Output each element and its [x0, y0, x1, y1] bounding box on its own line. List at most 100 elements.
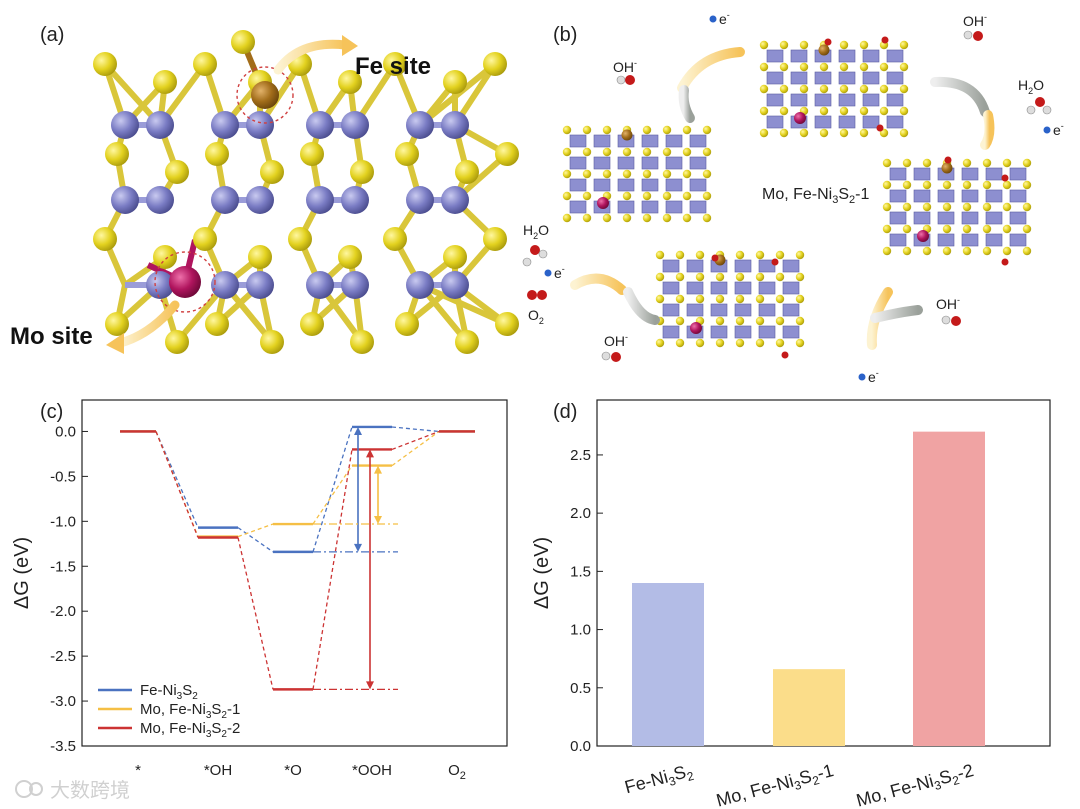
svg-text:H2O: H2O [1018, 77, 1044, 96]
c-ytick-label: -3.5 [50, 738, 76, 755]
adsorbate-o [876, 124, 884, 132]
s-atom [1002, 180, 1012, 190]
arrow-head [366, 449, 374, 458]
s-atom [755, 338, 765, 348]
s-atom [775, 294, 785, 304]
s-atom [879, 84, 889, 94]
adsorbate-o [771, 258, 779, 266]
s-atom [655, 294, 665, 304]
s-atom [702, 169, 712, 179]
fe-site-arrow-head [342, 35, 358, 56]
s-atom [622, 191, 632, 201]
s-atom [799, 128, 809, 138]
s-atom [715, 294, 725, 304]
ni-unit [1009, 233, 1027, 247]
ni-unit [734, 325, 752, 339]
adsorbate-o [1001, 258, 1009, 266]
ni-unit [662, 303, 680, 317]
ni-unit [985, 211, 1003, 225]
ni-unit [814, 71, 832, 85]
ni-unit [662, 281, 680, 295]
s-atom [799, 84, 809, 94]
s-atom [702, 191, 712, 201]
ni-unit [569, 178, 587, 192]
ni-unit [937, 233, 955, 247]
bar [913, 431, 985, 746]
legend-label: Mo, Fe-Ni3S2-1 [140, 701, 240, 721]
series-2 [120, 430, 475, 691]
species-oxygen: O2 [527, 290, 547, 326]
d-ytick-label: 2.5 [570, 447, 591, 464]
s-atom [675, 294, 685, 304]
s-atom [899, 106, 909, 116]
ni-atom [341, 271, 369, 299]
connector [237, 523, 274, 538]
ni-unit [889, 189, 907, 203]
d-ytick-label: 1.5 [570, 563, 591, 580]
ni-unit [862, 115, 880, 129]
s-atom [775, 338, 785, 348]
s-atom [642, 213, 652, 223]
c-ytick-label: -1.0 [50, 513, 76, 530]
s-atom [759, 128, 769, 138]
s-atom [799, 40, 809, 50]
s-atom [582, 213, 592, 223]
svg-text:H2O: H2O [523, 222, 549, 241]
s-atom [962, 202, 972, 212]
c-y-axis-label: ΔG (eV) [11, 537, 33, 609]
ni-unit [665, 134, 683, 148]
s-atom [962, 246, 972, 256]
c-xtick-label: O2 [448, 762, 466, 782]
s-atom [715, 316, 725, 326]
species-water-1: H2O [1018, 77, 1052, 115]
fe-site-arrow [273, 39, 350, 75]
s-atom [383, 52, 407, 76]
adsorbate-o [781, 351, 789, 359]
c-annotations [313, 426, 398, 690]
mo-atom [794, 112, 806, 124]
ni-unit [689, 134, 707, 148]
s-atom [93, 227, 117, 251]
arrow-head [366, 681, 374, 690]
s-atom [779, 128, 789, 138]
s-atom [882, 224, 892, 234]
ni-unit [689, 156, 707, 170]
connector [391, 430, 440, 451]
s-atom [248, 245, 272, 269]
ni-unit [790, 93, 808, 107]
s-atom [899, 62, 909, 72]
s-atom [755, 272, 765, 282]
s-atom [1002, 246, 1012, 256]
ni-unit [838, 93, 856, 107]
svg-text:e-: e- [719, 10, 730, 27]
s-atom [795, 316, 805, 326]
ni-unit [662, 325, 680, 339]
connector [391, 426, 440, 433]
s-atom [675, 316, 685, 326]
ni-unit [961, 211, 979, 225]
s-atom [93, 52, 117, 76]
c-series [120, 425, 475, 691]
s-atom [899, 40, 909, 50]
s-atom [922, 246, 932, 256]
s-atom [1002, 158, 1012, 168]
s-atom [882, 202, 892, 212]
ni-unit [886, 49, 904, 63]
s-atom [902, 202, 912, 212]
svg-text:OH-: OH- [963, 12, 987, 29]
d-xtick-label: Fe-Ni3S2 [622, 760, 695, 800]
s-atom [622, 147, 632, 157]
panel-d-label: (d) [553, 401, 577, 423]
ni-unit [961, 167, 979, 181]
ni-unit [758, 259, 776, 273]
ni-atom [211, 271, 239, 299]
arrow-head [354, 426, 362, 435]
s-atom [260, 160, 284, 184]
s-atom [642, 191, 652, 201]
ni-unit [758, 303, 776, 317]
s-atom [455, 160, 479, 184]
d-ytick-label: 1.0 [570, 622, 591, 639]
s-atom [942, 224, 952, 234]
ni-unit [734, 303, 752, 317]
